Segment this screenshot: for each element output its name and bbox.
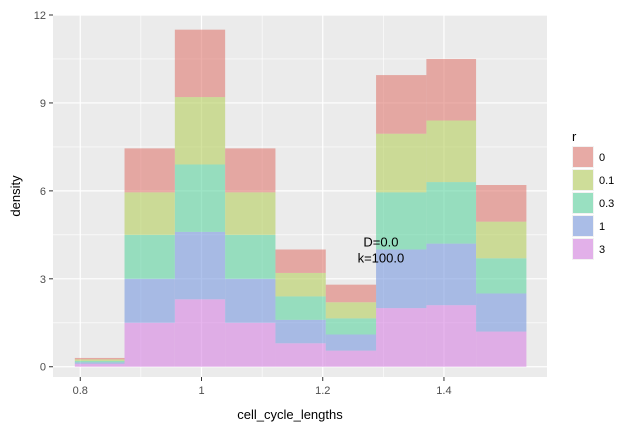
legend-label: 0.3 [599, 198, 614, 210]
bar-segment-r-0.1 [275, 272, 326, 297]
legend-label: 0.1 [599, 175, 614, 187]
x-tick-label: 1 [198, 385, 204, 397]
legend-swatch [573, 147, 593, 167]
bar-segment-r-3 [325, 350, 377, 367]
bar-segment-r-1 [74, 362, 125, 364]
bar-segment-r-3 [174, 299, 226, 367]
bar-segment-r-1 [325, 334, 377, 351]
legend-title: r [572, 129, 577, 144]
bar-segment-r-0.1 [376, 133, 427, 193]
legend-label: 1 [599, 221, 605, 233]
annotations: D=0.0k=100.0 [358, 235, 405, 266]
bar-segment-r-0.1 [74, 359, 125, 361]
bar-segment-r-0.1 [225, 192, 276, 235]
bar-segment-r-3 [275, 343, 326, 367]
y-tick-label: 12 [34, 10, 46, 22]
bar-segment-r-0 [476, 185, 527, 222]
bar-segment-r-3 [225, 322, 276, 367]
bar-segment-r-1 [376, 249, 427, 309]
bar-segment-r-1 [275, 319, 326, 344]
bar-segment-r-0 [225, 148, 276, 193]
bar-segment-r-1 [174, 231, 226, 300]
y-tick-label: 3 [40, 274, 46, 286]
bar-segment-r-0 [174, 29, 226, 98]
bar-segment-r-0.3 [124, 234, 175, 279]
legend: r 0 0.1 0.3 1 3 [572, 129, 614, 260]
legend-swatch [573, 170, 593, 190]
bar-segment-r-0.1 [426, 120, 477, 183]
bar-segment-r-1 [426, 243, 477, 306]
bar-segment-r-0 [124, 148, 175, 193]
bar-segment-r-0 [275, 249, 326, 273]
bar-segment-r-0 [426, 58, 477, 121]
bar-segment-r-0.3 [275, 296, 326, 320]
bar-segment-r-3 [376, 308, 427, 367]
bars [74, 29, 527, 367]
bar-segment-r-0 [376, 75, 427, 134]
chart-annotation: D=0.0 [363, 235, 398, 250]
y-tick-label: 9 [40, 98, 46, 110]
legend-label: 0 [599, 152, 605, 164]
bar-segment-r-0.3 [376, 192, 427, 250]
bar-segment-r-1 [124, 278, 175, 323]
y-tick-label: 6 [40, 186, 46, 198]
bar-segment-r-0.3 [225, 234, 276, 279]
y-axis-title: density [8, 175, 23, 217]
bar-segment-r-1 [476, 293, 527, 332]
bar-segment-r-0.1 [174, 97, 226, 165]
bar-segment-r-0.1 [325, 302, 377, 319]
bar-segment-r-0.3 [325, 318, 377, 335]
x-axis-title: cell_cycle_lengths [237, 407, 343, 422]
x-tick-label: 0.8 [73, 385, 88, 397]
bar-segment-r-3 [426, 305, 477, 367]
y-tick-label: 0 [40, 362, 46, 374]
bar-segment-r-1 [225, 278, 276, 323]
bar-segment-r-0.1 [124, 192, 175, 235]
bar-segment-r-0.3 [426, 182, 477, 244]
bar-segment-r-3 [74, 363, 125, 367]
legend-swatch [573, 239, 593, 259]
legend-swatch [573, 193, 593, 213]
bar-segment-r-0.3 [476, 258, 527, 294]
bar-segment-r-0 [325, 284, 377, 303]
legend-swatch [573, 216, 593, 236]
x-tick-label: 1.2 [315, 385, 330, 397]
bar-segment-r-3 [124, 322, 175, 367]
axes: 0 3 6 9 12 0.8 1 1.2 1.4 [34, 10, 452, 397]
legend-label: 3 [599, 244, 605, 256]
bar-segment-r-0.3 [174, 164, 226, 232]
bar-segment-r-3 [476, 331, 527, 367]
bar-segment-r-0 [74, 357, 125, 360]
x-tick-label: 1.4 [436, 385, 451, 397]
bar-segment-r-0.3 [74, 360, 125, 363]
bar-segment-r-0.1 [476, 221, 527, 259]
chart-annotation: k=100.0 [358, 251, 405, 266]
